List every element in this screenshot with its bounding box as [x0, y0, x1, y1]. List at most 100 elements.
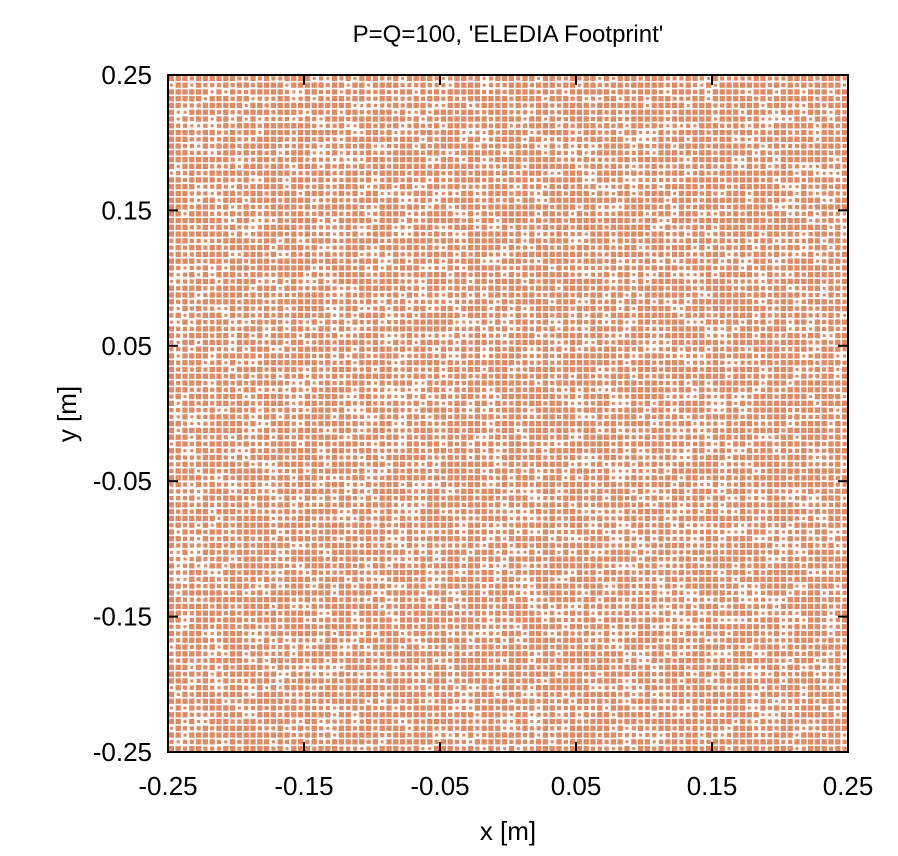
footprint-cell — [263, 211, 270, 217]
footprint-cell — [175, 502, 181, 508]
footprint-cell — [271, 537, 275, 541]
footprint-cell — [414, 381, 418, 385]
footprint-cell — [277, 184, 283, 190]
footprint-cell — [325, 630, 331, 637]
footprint-cell — [447, 102, 453, 109]
footprint-cell — [176, 380, 181, 386]
footprint-cell — [454, 699, 460, 704]
footprint-cell — [461, 657, 467, 664]
footprint-cell — [407, 408, 412, 413]
footprint-cell — [386, 123, 392, 128]
footprint-cell — [297, 617, 304, 623]
footprint-cell — [474, 651, 481, 657]
footprint-cell — [278, 556, 283, 562]
footprint-cell — [237, 441, 242, 447]
footprint-cell — [386, 658, 392, 663]
footprint-cell — [352, 217, 358, 224]
footprint-cell — [297, 123, 304, 129]
footprint-cell — [406, 576, 413, 583]
footprint-cell — [304, 475, 311, 481]
footprint-cell — [399, 488, 406, 494]
footprint-cell — [488, 509, 494, 514]
footprint-cell — [202, 549, 209, 555]
footprint-cell — [434, 306, 439, 311]
footprint-cell — [304, 522, 311, 528]
footprint-cell — [297, 150, 304, 156]
footprint-cell — [182, 136, 188, 142]
footprint-cell — [393, 102, 399, 109]
footprint-cell — [243, 143, 249, 149]
footprint-cell — [224, 564, 228, 568]
footprint-cell — [366, 89, 371, 95]
footprint-cell — [359, 685, 365, 691]
footprint-cell — [440, 217, 447, 224]
footprint-cell — [326, 246, 330, 250]
footprint-cell — [250, 366, 256, 373]
footprint-cell — [366, 421, 371, 426]
footprint-cell — [495, 597, 501, 603]
footprint-cell — [229, 224, 236, 230]
footprint-cell — [386, 569, 392, 576]
footprint-cell — [257, 360, 262, 365]
footprint-cell — [372, 563, 379, 569]
footprint-cell — [168, 231, 175, 237]
footprint-cell — [379, 536, 385, 542]
footprint-cell — [311, 109, 317, 115]
footprint-cell — [454, 631, 460, 636]
footprint-cell — [292, 652, 296, 656]
footprint-cell — [475, 191, 479, 195]
footprint-cell — [195, 305, 202, 312]
footprint-cell — [414, 678, 419, 684]
footprint-cell — [325, 116, 331, 122]
footprint-cell — [202, 461, 209, 467]
footprint-cell — [250, 137, 256, 142]
footprint-cell — [257, 536, 262, 541]
footprint-cell — [447, 163, 453, 170]
footprint-cell — [366, 96, 371, 101]
footprint-cell — [210, 151, 214, 155]
footprint-cell — [447, 184, 453, 190]
footprint-cell — [278, 550, 282, 554]
footprint-cell — [413, 644, 419, 650]
footprint-cell — [189, 400, 195, 406]
footprint-cell — [325, 624, 331, 630]
footprint-cell — [183, 449, 187, 453]
footprint-cell — [462, 131, 466, 135]
footprint-cell — [257, 502, 263, 508]
footprint-cell — [236, 454, 243, 461]
footprint-cell — [352, 603, 358, 610]
footprint-cell — [406, 238, 413, 244]
footprint-cell — [297, 427, 304, 434]
footprint-cell — [488, 272, 494, 277]
footprint-cell — [379, 305, 385, 312]
footprint-cell — [401, 435, 405, 439]
footprint-cell — [488, 211, 494, 216]
footprint-cell — [440, 745, 447, 752]
footprint-cell — [258, 422, 262, 426]
footprint-cell — [277, 563, 283, 569]
footprint-cell — [496, 523, 500, 527]
footprint-cell — [325, 333, 330, 338]
footprint-cell — [195, 366, 202, 373]
footprint-cell — [399, 664, 406, 671]
footprint-cell — [420, 685, 426, 691]
footprint-cell — [304, 705, 311, 711]
footprint-cell — [345, 224, 351, 230]
footprint-cell — [285, 327, 289, 331]
footprint-cell — [223, 225, 228, 230]
footprint-cell — [373, 442, 377, 446]
footprint-cell — [461, 624, 467, 630]
footprint-cell — [305, 618, 309, 622]
footprint-cell — [250, 705, 256, 711]
footprint-cell — [359, 82, 365, 88]
footprint-cell — [318, 745, 324, 752]
footprint-cell — [461, 387, 466, 392]
footprint-cell — [244, 496, 249, 501]
footprint-cell — [365, 481, 372, 488]
footprint-cell — [454, 617, 460, 623]
footprint-cell — [264, 611, 269, 616]
footprint-cell — [250, 448, 256, 454]
footprint-cell — [386, 542, 392, 549]
footprint-cell — [365, 549, 372, 555]
footprint-cell — [182, 461, 188, 467]
